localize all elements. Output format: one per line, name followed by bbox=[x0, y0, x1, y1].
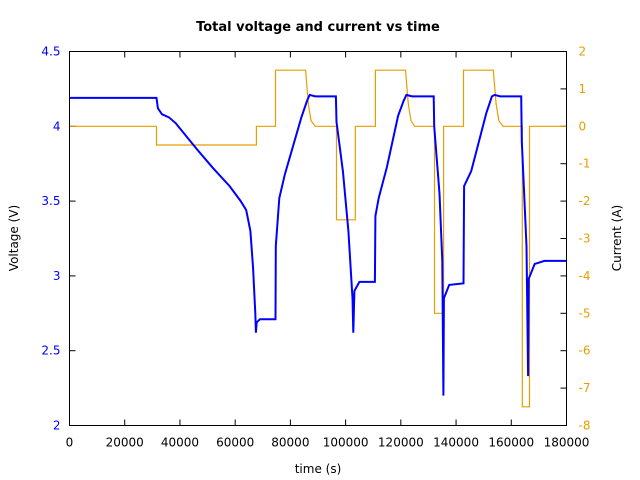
y2-tick-label: -3 bbox=[579, 232, 591, 246]
y2-tick-label: -7 bbox=[579, 381, 591, 395]
y2-tick-label: 1 bbox=[579, 82, 587, 96]
y2-tick-label: -1 bbox=[579, 157, 591, 171]
x-axis-label: time (s) bbox=[295, 462, 342, 476]
y-tick-label: 4.5 bbox=[41, 45, 60, 59]
current-series-line bbox=[69, 69, 567, 408]
y2-tick-label: -5 bbox=[579, 306, 591, 320]
x-tick-label: 0 bbox=[66, 436, 74, 450]
x-tick-label: 120000 bbox=[378, 436, 424, 450]
y2-tick-label: 0 bbox=[579, 119, 587, 133]
y2-tick-label: -6 bbox=[579, 344, 591, 358]
y-tick-label: 4 bbox=[53, 119, 61, 133]
y-axis-label: Voltage (V) bbox=[7, 205, 21, 271]
y2-tick-label: -8 bbox=[579, 419, 591, 433]
y-tick-label: 2.5 bbox=[41, 344, 60, 358]
x-tick-label: 20000 bbox=[106, 436, 144, 450]
y2-axis-label: Current (A) bbox=[610, 205, 624, 271]
y-tick-label: 3 bbox=[53, 269, 61, 283]
y2-tick-label: -4 bbox=[579, 269, 591, 283]
y-tick-label: 2 bbox=[53, 419, 61, 433]
x-tick-label: 80000 bbox=[271, 436, 309, 450]
plot-frame bbox=[69, 51, 567, 426]
y2-tick-label: -2 bbox=[579, 194, 591, 208]
y2-tick-label: 2 bbox=[579, 45, 587, 59]
x-tick-label: 160000 bbox=[488, 436, 534, 450]
x-tick-label: 40000 bbox=[161, 436, 199, 450]
x-tick-label: 140000 bbox=[433, 436, 479, 450]
y-tick-label: 3.5 bbox=[41, 194, 60, 208]
chart-title: Total voltage and current vs time bbox=[196, 20, 440, 35]
axis-ticks: 0 20000 40000 60000 80000 100000 120000 140000 1… bbox=[41, 45, 590, 450]
x-tick-label: 100000 bbox=[323, 436, 369, 450]
x-tick-label: 180000 bbox=[544, 436, 590, 450]
plot-area bbox=[69, 69, 567, 408]
x-tick-label: 60000 bbox=[216, 436, 254, 450]
voltage-series-line bbox=[69, 93, 567, 396]
